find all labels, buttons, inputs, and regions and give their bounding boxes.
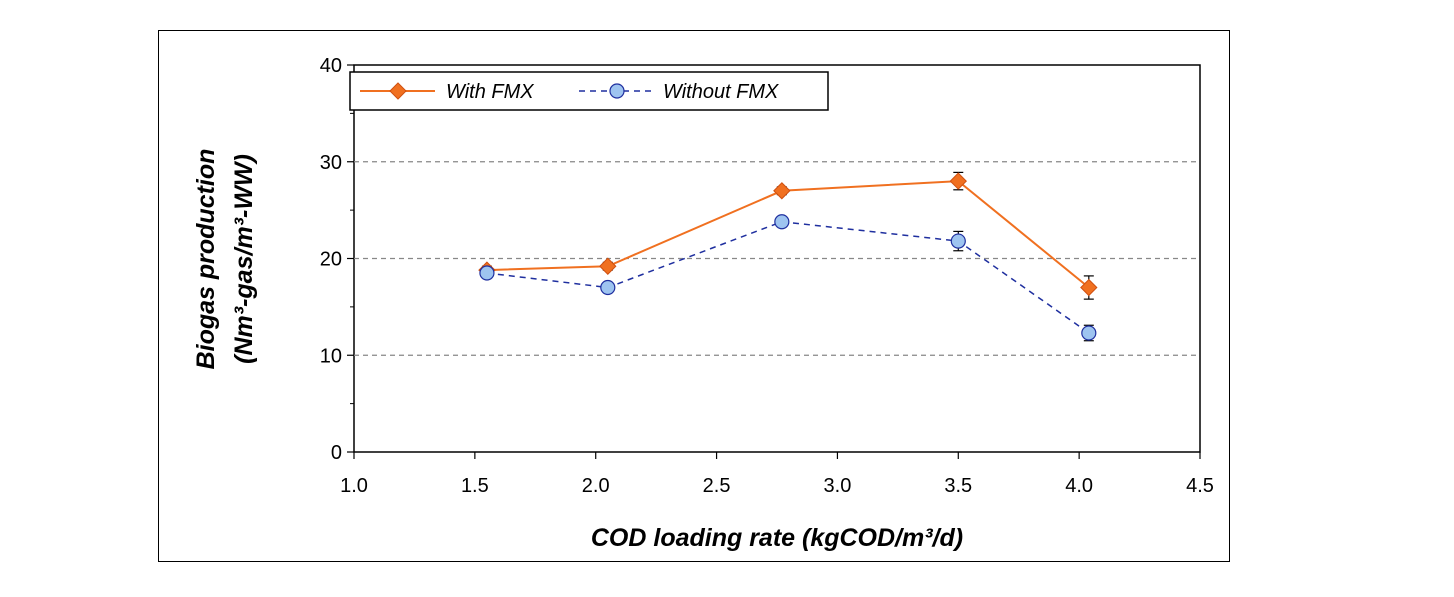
legend-marker-without-fmx (609, 83, 625, 99)
data-point-0-3 (949, 172, 967, 190)
data-point-0-1 (599, 257, 617, 275)
axis-ticks (347, 64, 1201, 459)
y-tick-label-20: 20 (320, 249, 342, 271)
y-axis-title-line2: (Nm³-gas/m³-WW) (230, 154, 258, 364)
tick-labels: 0 10 20 30 40 1.0 1.5 2.0 2.5 3.0 3.5 4.0 4.5 (320, 55, 1214, 497)
x-tick-label-3.0: 3.0 (824, 475, 852, 497)
x-tick-label-2.0: 2.0 (582, 475, 610, 497)
legend-marker-with-fmx (389, 82, 407, 100)
x-tick-label-1.5: 1.5 (461, 475, 489, 497)
x-tick-label-4.5: 4.5 (1186, 475, 1214, 497)
legend-label-with-fmx: With FMX (446, 81, 534, 103)
x-tick-label-3.5: 3.5 (944, 475, 972, 497)
y-tick-label-30: 30 (320, 152, 342, 174)
data-point-1-2 (774, 214, 790, 230)
chart-frame: 0 10 20 30 40 1.0 1.5 2.0 2.5 3.0 3.5 4.0 4.5 With F… (158, 30, 1230, 562)
x-tick-label-1.0: 1.0 (340, 475, 368, 497)
y-axis-title-line1: Biogas production (192, 149, 220, 370)
x-tick-label-2.5: 2.5 (703, 475, 731, 497)
biogas-chart: 0 10 20 30 40 1.0 1.5 2.0 2.5 3.0 3.5 4.0 4.5 With F… (192, 55, 1214, 552)
data-point-1-4 (1081, 325, 1097, 341)
data-point-1-1 (600, 279, 616, 296)
y-tick-label-0: 0 (331, 442, 342, 464)
legend: With FMX Without FMX (349, 71, 829, 111)
series-line-1 (486, 220, 1090, 334)
y-tick-label-40: 40 (320, 55, 342, 77)
series-layer (478, 171, 1098, 342)
data-point-1-3 (950, 233, 966, 249)
legend-label-without-fmx: Without FMX (663, 81, 779, 103)
grid-lines (354, 161, 1200, 356)
data-point-1-0 (479, 265, 495, 281)
x-tick-label-4.0: 4.0 (1065, 475, 1093, 497)
y-tick-label-10: 10 (320, 345, 342, 367)
x-axis-title: COD loading rate (kgCOD/m³/d) (591, 524, 963, 552)
data-point-0-4 (1080, 278, 1098, 297)
data-point-0-2 (773, 182, 791, 200)
